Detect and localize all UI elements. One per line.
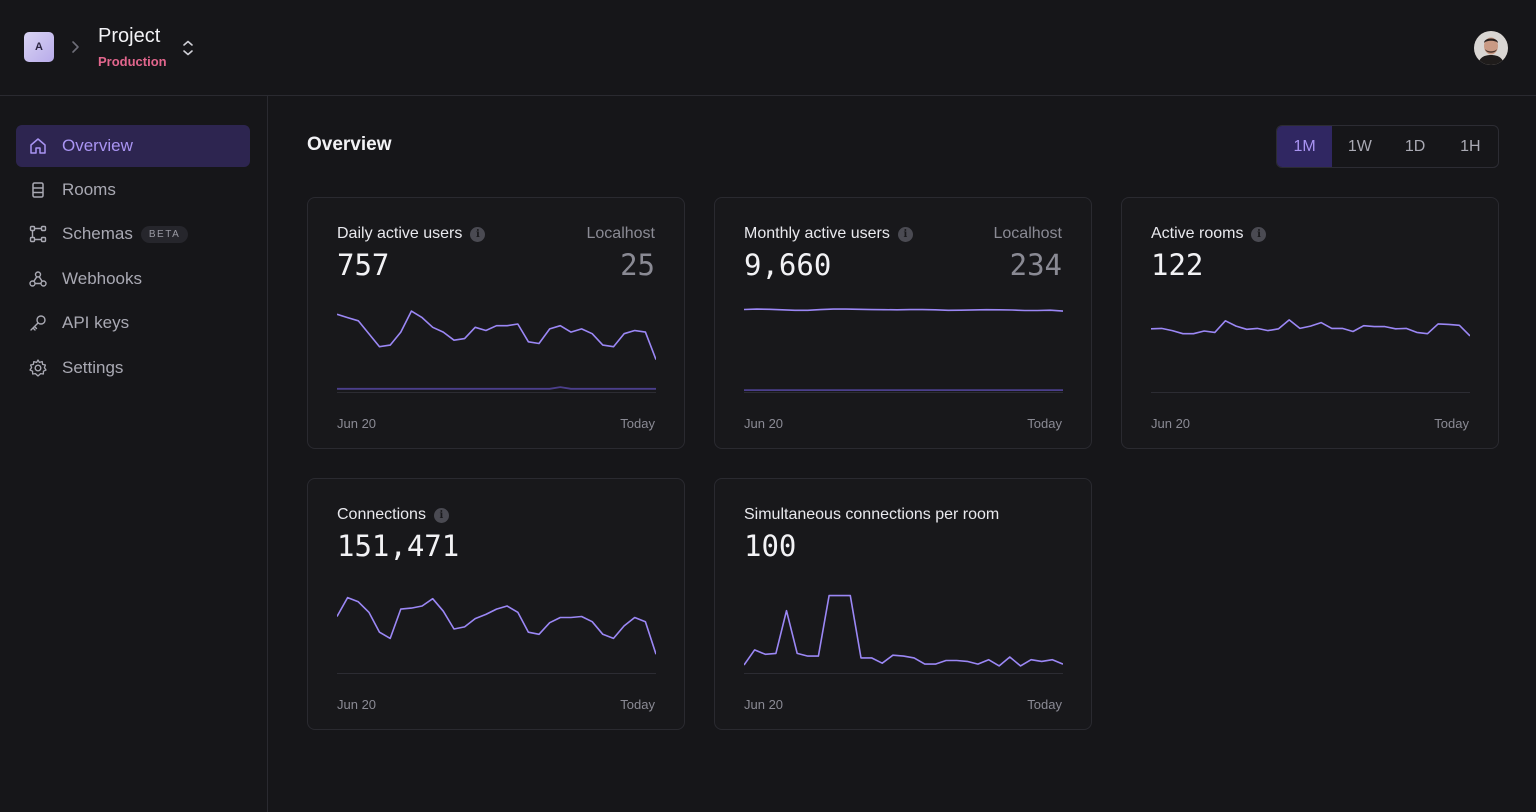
x-axis-end-label: Today <box>1027 416 1062 431</box>
x-axis-end-label: Today <box>620 416 655 431</box>
card-connections: Connections i 151,471 Jun 20 Today <box>307 478 685 730</box>
card-value: 9,660 <box>744 248 832 282</box>
card-title: Simultaneous connections per room <box>744 506 999 524</box>
card-title: Connections i <box>337 506 449 524</box>
info-icon[interactable]: i <box>897 226 913 242</box>
project-name[interactable]: Project <box>98 25 161 47</box>
sidebar-item-label: API keys <box>62 313 130 332</box>
series-line <box>1151 319 1470 337</box>
card-value: 100 <box>744 529 797 563</box>
card-title-text: Monthly active users <box>744 225 890 242</box>
org-initial: A <box>35 41 43 53</box>
sidebar: Overview Rooms Schemas BETA Webhooks API… <box>0 96 268 812</box>
beta-badge: BETA <box>140 225 189 243</box>
x-axis-end-label: Today <box>1434 416 1469 431</box>
gear-icon <box>28 358 48 378</box>
x-axis-start-label: Jun 20 <box>337 697 377 712</box>
series-line <box>744 308 1063 312</box>
info-icon[interactable]: i <box>1251 226 1267 242</box>
sidebar-item-label: Overview <box>62 136 133 155</box>
localhost-label: Localhost <box>993 225 1063 242</box>
card-active-rooms: Active rooms i 122 Jun 20 Today <box>1121 197 1499 449</box>
line-chart <box>337 310 656 393</box>
sidebar-item-schemas[interactable]: Schemas BETA <box>16 213 250 255</box>
series-line <box>337 596 656 655</box>
localhost-series-line <box>337 386 656 390</box>
series-line <box>744 594 1063 667</box>
localhost-value: 25 <box>620 248 655 282</box>
card-title-text: Connections <box>337 506 426 523</box>
org-avatar[interactable]: A <box>24 32 54 62</box>
rooms-icon <box>28 180 48 200</box>
environment-label[interactable]: Production <box>98 54 167 69</box>
localhost-label: Localhost <box>586 225 656 242</box>
range-button-1d[interactable]: 1D <box>1404 137 1426 155</box>
chevron-right-icon <box>68 38 84 56</box>
sidebar-item-settings[interactable]: Settings <box>16 347 250 389</box>
time-range-selector: 1M 1W 1D 1H <box>1276 125 1499 168</box>
card-value: 151,471 <box>337 529 460 563</box>
range-button-1h[interactable]: 1H <box>1460 137 1481 155</box>
card-title: Active rooms i <box>1151 225 1267 243</box>
webhooks-icon <box>28 269 48 289</box>
line-chart <box>1151 319 1470 393</box>
top-bar: A Project Production <box>0 0 1536 96</box>
info-icon[interactable]: i <box>470 226 486 242</box>
range-button-1w[interactable]: 1W <box>1347 137 1372 155</box>
card-monthly-active-users: Monthly active users i 9,660 Localhost 2… <box>714 197 1092 449</box>
sidebar-item-label: Rooms <box>62 180 116 199</box>
sidebar-item-rooms[interactable]: Rooms <box>16 169 250 211</box>
sidebar-item-webhooks[interactable]: Webhooks <box>16 258 250 300</box>
info-icon[interactable]: i <box>433 507 449 523</box>
card-title: Monthly active users i <box>744 225 913 243</box>
x-axis-end-label: Today <box>620 697 655 712</box>
x-axis-end-label: Today <box>1027 697 1062 712</box>
card-value: 757 <box>337 248 390 282</box>
card-title-text: Simultaneous connections per room <box>744 506 1000 523</box>
card-simultaneous-connections: Simultaneous connections per room 100 Ju… <box>714 478 1092 730</box>
x-axis-start-label: Jun 20 <box>744 416 784 431</box>
schemas-icon <box>28 224 48 244</box>
series-line <box>337 310 656 360</box>
page-title: Overview <box>307 134 392 155</box>
card-daily-active-users: Daily active users i 757 Localhost 25 Ju… <box>307 197 685 449</box>
x-axis-start-label: Jun 20 <box>337 416 377 431</box>
card-title-text: Active rooms <box>1151 225 1244 242</box>
x-axis-start-label: Jun 20 <box>1151 416 1191 431</box>
x-axis-start-label: Jun 20 <box>744 697 784 712</box>
sidebar-item-label: Schemas <box>62 224 133 243</box>
card-title: Daily active users i <box>337 225 486 243</box>
card-title-text: Daily active users <box>337 225 463 242</box>
key-icon <box>28 313 48 333</box>
home-icon <box>28 136 48 156</box>
sidebar-item-overview[interactable]: Overview <box>16 125 250 167</box>
card-value: 122 <box>1151 248 1204 282</box>
sidebar-item-api-keys[interactable]: API keys <box>16 302 250 344</box>
localhost-value: 234 <box>1009 248 1062 282</box>
chevron-up-down-icon[interactable] <box>180 38 196 58</box>
line-chart <box>337 596 656 674</box>
line-chart <box>744 594 1063 674</box>
sidebar-item-label: Settings <box>62 358 124 377</box>
user-avatar[interactable] <box>1474 31 1508 65</box>
line-chart <box>744 308 1063 393</box>
range-button-1m[interactable]: 1M <box>1277 126 1333 167</box>
sidebar-item-label: Webhooks <box>62 269 143 288</box>
